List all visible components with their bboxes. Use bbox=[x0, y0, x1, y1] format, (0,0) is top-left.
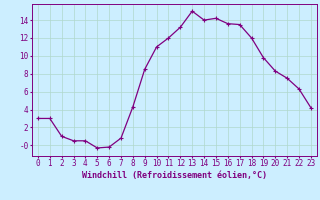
X-axis label: Windchill (Refroidissement éolien,°C): Windchill (Refroidissement éolien,°C) bbox=[82, 171, 267, 180]
